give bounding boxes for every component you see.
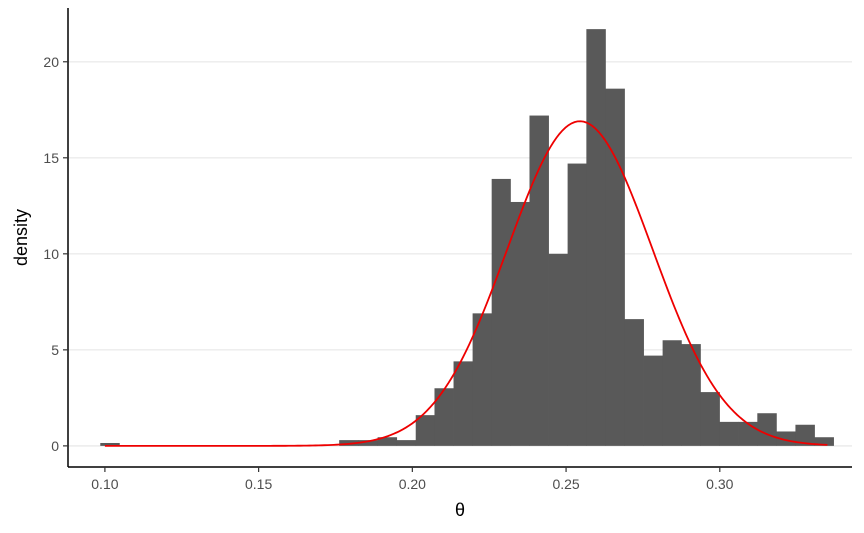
- histogram-bar-19: [662, 340, 682, 446]
- histogram-bar-13: [548, 253, 569, 446]
- histogram-bar-22: [719, 421, 739, 446]
- histogram-bar-5: [396, 440, 417, 446]
- histogram-bar-10: [491, 178, 511, 446]
- density-curve: [104, 120, 828, 447]
- histogram-bar-15: [586, 29, 606, 446]
- histogram-bar-17: [624, 319, 644, 446]
- histogram-bar-24: [757, 413, 777, 446]
- histogram-bar-18: [643, 355, 664, 446]
- axes: [67, 8, 852, 468]
- y-axis-ticks: 0 5 10 15 20: [43, 54, 68, 454]
- histogram-bar-8: [453, 361, 474, 446]
- histogram-bar-7: [434, 388, 454, 446]
- histogram-bar-16: [605, 88, 625, 446]
- y-tick-label: 0: [51, 438, 59, 454]
- histogram-bar-12: [529, 115, 549, 446]
- histogram-bar-1: [100, 442, 120, 446]
- histogram-bars: [100, 29, 834, 446]
- histogram-bar-11: [510, 201, 530, 446]
- histogram-bar-23: [738, 421, 758, 446]
- x-axis-title: θ: [455, 500, 465, 520]
- density-curve-layer: [104, 120, 828, 447]
- histogram-bar-14: [567, 163, 587, 446]
- histogram-bar-6: [415, 415, 435, 446]
- histogram-bar-25: [776, 431, 796, 446]
- histogram-bar-21: [700, 392, 720, 446]
- x-tick-label: 0.20: [399, 476, 426, 492]
- x-axis-ticks: 0.10 0.15 0.20 0.25 0.30: [91, 467, 734, 492]
- y-axis-title: density: [11, 209, 31, 266]
- x-tick-label: 0.15: [245, 476, 272, 492]
- x-tick-label: 0.10: [91, 476, 118, 492]
- histogram-bar-9: [472, 313, 493, 446]
- histogram-bar-27: [814, 437, 834, 446]
- y-tick-label: 20: [43, 54, 59, 70]
- histogram-bar-26: [795, 424, 815, 446]
- histogram-bar-20: [681, 344, 701, 446]
- x-tick-label: 0.25: [552, 476, 579, 492]
- y-tick-label: 15: [43, 150, 59, 166]
- y-tick-label: 5: [51, 342, 59, 358]
- y-tick-label: 10: [43, 246, 59, 262]
- x-tick-label: 0.30: [706, 476, 733, 492]
- histogram-bar-4: [377, 437, 398, 446]
- histogram-bar-3: [358, 440, 379, 446]
